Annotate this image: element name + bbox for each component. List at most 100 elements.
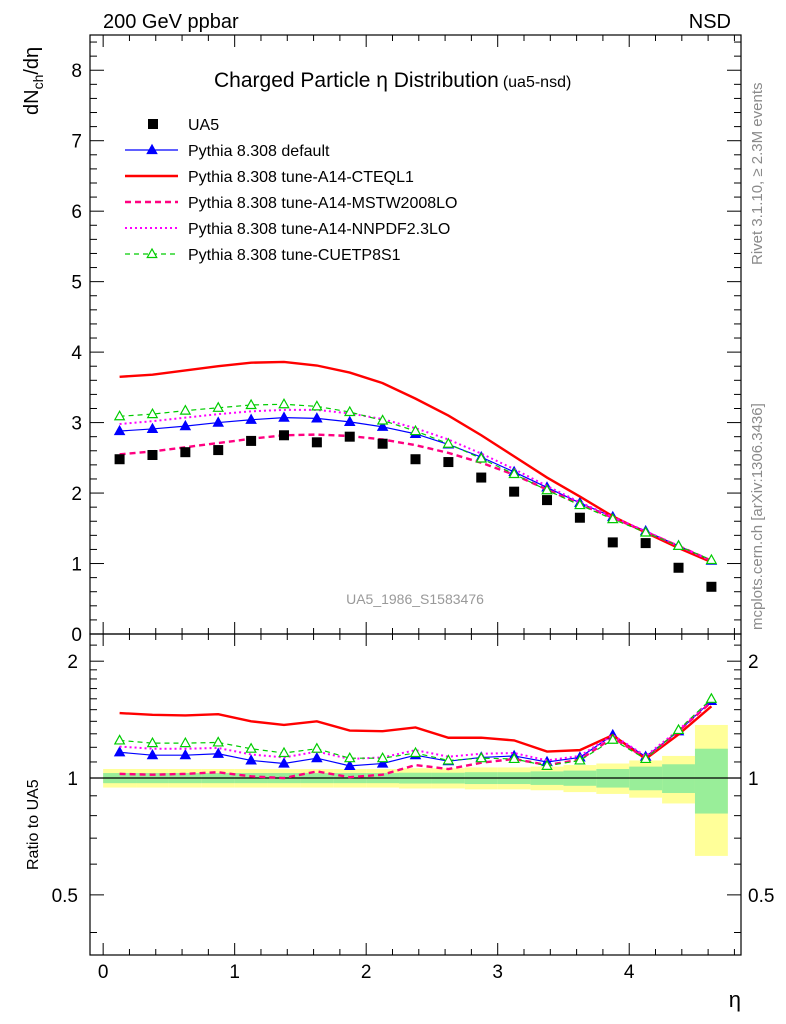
series-point-4 xyxy=(508,467,520,479)
legend-label-4: Pythia 8.308 tune-CUETP8S1 xyxy=(188,247,401,264)
ratio-point-0 xyxy=(278,757,290,768)
x-tick-label: 3 xyxy=(492,962,503,983)
data-point xyxy=(673,562,684,573)
ratio-point-4 xyxy=(179,736,192,748)
series-point-4 xyxy=(179,404,192,415)
ratio-point-4 xyxy=(541,759,553,770)
ratio-point-4 xyxy=(475,751,488,763)
series-line-0 xyxy=(119,417,712,562)
legend-marker-data xyxy=(148,119,158,129)
series-point-4 xyxy=(278,398,290,409)
ratio-point-4 xyxy=(343,751,356,763)
ratio-point-4 xyxy=(508,752,520,764)
ratio-tick-label-left: 0.5 xyxy=(52,886,78,907)
y-tick-label: 3 xyxy=(71,414,82,435)
ratio-tick-label-right: 1 xyxy=(748,769,759,790)
series-point-0 xyxy=(311,412,323,423)
ratio-point-4 xyxy=(672,723,685,735)
y-axis-label-main: dN xyxy=(21,89,43,115)
ratio-point-0 xyxy=(311,751,323,763)
ratio-point-4 xyxy=(146,736,159,748)
series-line-2 xyxy=(119,433,712,562)
ratio-point-4 xyxy=(639,752,652,764)
ratio-point-0 xyxy=(113,746,126,757)
chart-title-suffix: (ua5-nsd) xyxy=(503,74,571,91)
legend-marker-0 xyxy=(146,143,158,155)
ratio-point-0 xyxy=(343,759,356,770)
data-point xyxy=(377,438,388,449)
series-point-4 xyxy=(311,400,323,411)
ratio-y-axis-label: Ratio to UA5 xyxy=(25,779,42,870)
data-point xyxy=(246,435,257,446)
legend: UA5 Pythia 8.308 default Pythia 8.308 tune… xyxy=(125,117,457,264)
mcplots-label: mcplots.cern.ch [arXiv:1306.3436] xyxy=(749,403,766,630)
x-tick-label: 4 xyxy=(624,962,635,983)
ratio-band-green xyxy=(662,764,695,794)
data-point xyxy=(607,537,618,548)
x-tick-label: 1 xyxy=(229,962,240,983)
data-point xyxy=(311,437,322,448)
y-tick-label: 6 xyxy=(71,202,82,223)
rivet-label: Rivet 3.1.10, ≥ 2.3M events xyxy=(749,83,766,266)
ratio-point-4 xyxy=(113,734,126,745)
series-point-0 xyxy=(146,422,159,434)
series-point-4 xyxy=(146,407,159,419)
series-point-4 xyxy=(376,414,389,425)
ratio-point-4 xyxy=(705,692,718,703)
legend-label-3: Pythia 8.308 tune-A14-NNPDF2.3LO xyxy=(188,221,450,238)
y-tick-label: 4 xyxy=(71,343,82,364)
series-point-0 xyxy=(113,424,126,436)
series-point-4 xyxy=(409,424,422,436)
data-point xyxy=(147,450,158,461)
series-point-4 xyxy=(113,410,126,421)
main-panel: 0 1 2 3 4 0 1 2 3 4 5 6 7 8 xyxy=(71,34,742,983)
ratio-point-0 xyxy=(146,748,159,760)
data-point xyxy=(509,486,520,497)
legend-label-2: Pythia 8.308 tune-A14-MSTW2008LO xyxy=(188,195,457,212)
ratio-tick-label-left: 1 xyxy=(67,769,78,790)
y-axis-label-sub: ch xyxy=(30,75,46,90)
ratio-point-4 xyxy=(212,736,224,747)
data-point xyxy=(640,538,651,549)
y-tick-label: 5 xyxy=(71,273,82,294)
data-point xyxy=(278,430,289,441)
series-point-4 xyxy=(705,553,718,565)
y-tick-label: 0 xyxy=(71,625,82,646)
ratio-point-4 xyxy=(311,742,323,753)
data-point xyxy=(706,581,717,592)
y-tick-label: 1 xyxy=(71,555,82,576)
y-tick-label: 7 xyxy=(71,132,82,153)
chart-title: Charged Particle η Distribution (ua5-nsd) xyxy=(214,69,571,92)
data-point xyxy=(410,454,421,465)
series-point-0 xyxy=(212,416,224,427)
series-point-4 xyxy=(343,405,356,417)
series-point-0 xyxy=(278,411,290,422)
data-point xyxy=(476,472,487,483)
ratio-tick-label-right: 2 xyxy=(748,652,759,673)
ratio-point-4 xyxy=(442,754,455,765)
series-point-0 xyxy=(245,413,257,424)
analysis-watermark: UA5_1986_S1583476 xyxy=(346,591,484,607)
series-point-4 xyxy=(607,512,619,524)
ratio-tick-label-right: 0.5 xyxy=(748,886,774,907)
series-point-0 xyxy=(376,420,389,431)
y-tick-label: 2 xyxy=(71,484,82,505)
ratio-point-4 xyxy=(245,742,257,753)
header-left: 200 GeV ppbar xyxy=(103,11,239,33)
series-point-0 xyxy=(343,415,356,426)
header-right: NSD xyxy=(689,11,731,33)
series-point-4 xyxy=(574,498,586,510)
series-point-4 xyxy=(442,437,455,448)
x-tick-label: 2 xyxy=(361,962,372,983)
data-point xyxy=(180,447,191,458)
ratio-band-green xyxy=(694,748,728,814)
ratio-frame xyxy=(89,633,742,956)
ratio-point-4 xyxy=(278,746,290,758)
ratio-point-0 xyxy=(245,754,257,765)
x-tick-label: 0 xyxy=(98,962,109,983)
ratio-panel: 0.5 1 2 0.5 1 2 xyxy=(52,633,774,956)
x-axis-label: η xyxy=(729,987,741,1012)
series-point-4 xyxy=(475,452,488,463)
y-axis-label: dNch/dη xyxy=(21,47,46,115)
